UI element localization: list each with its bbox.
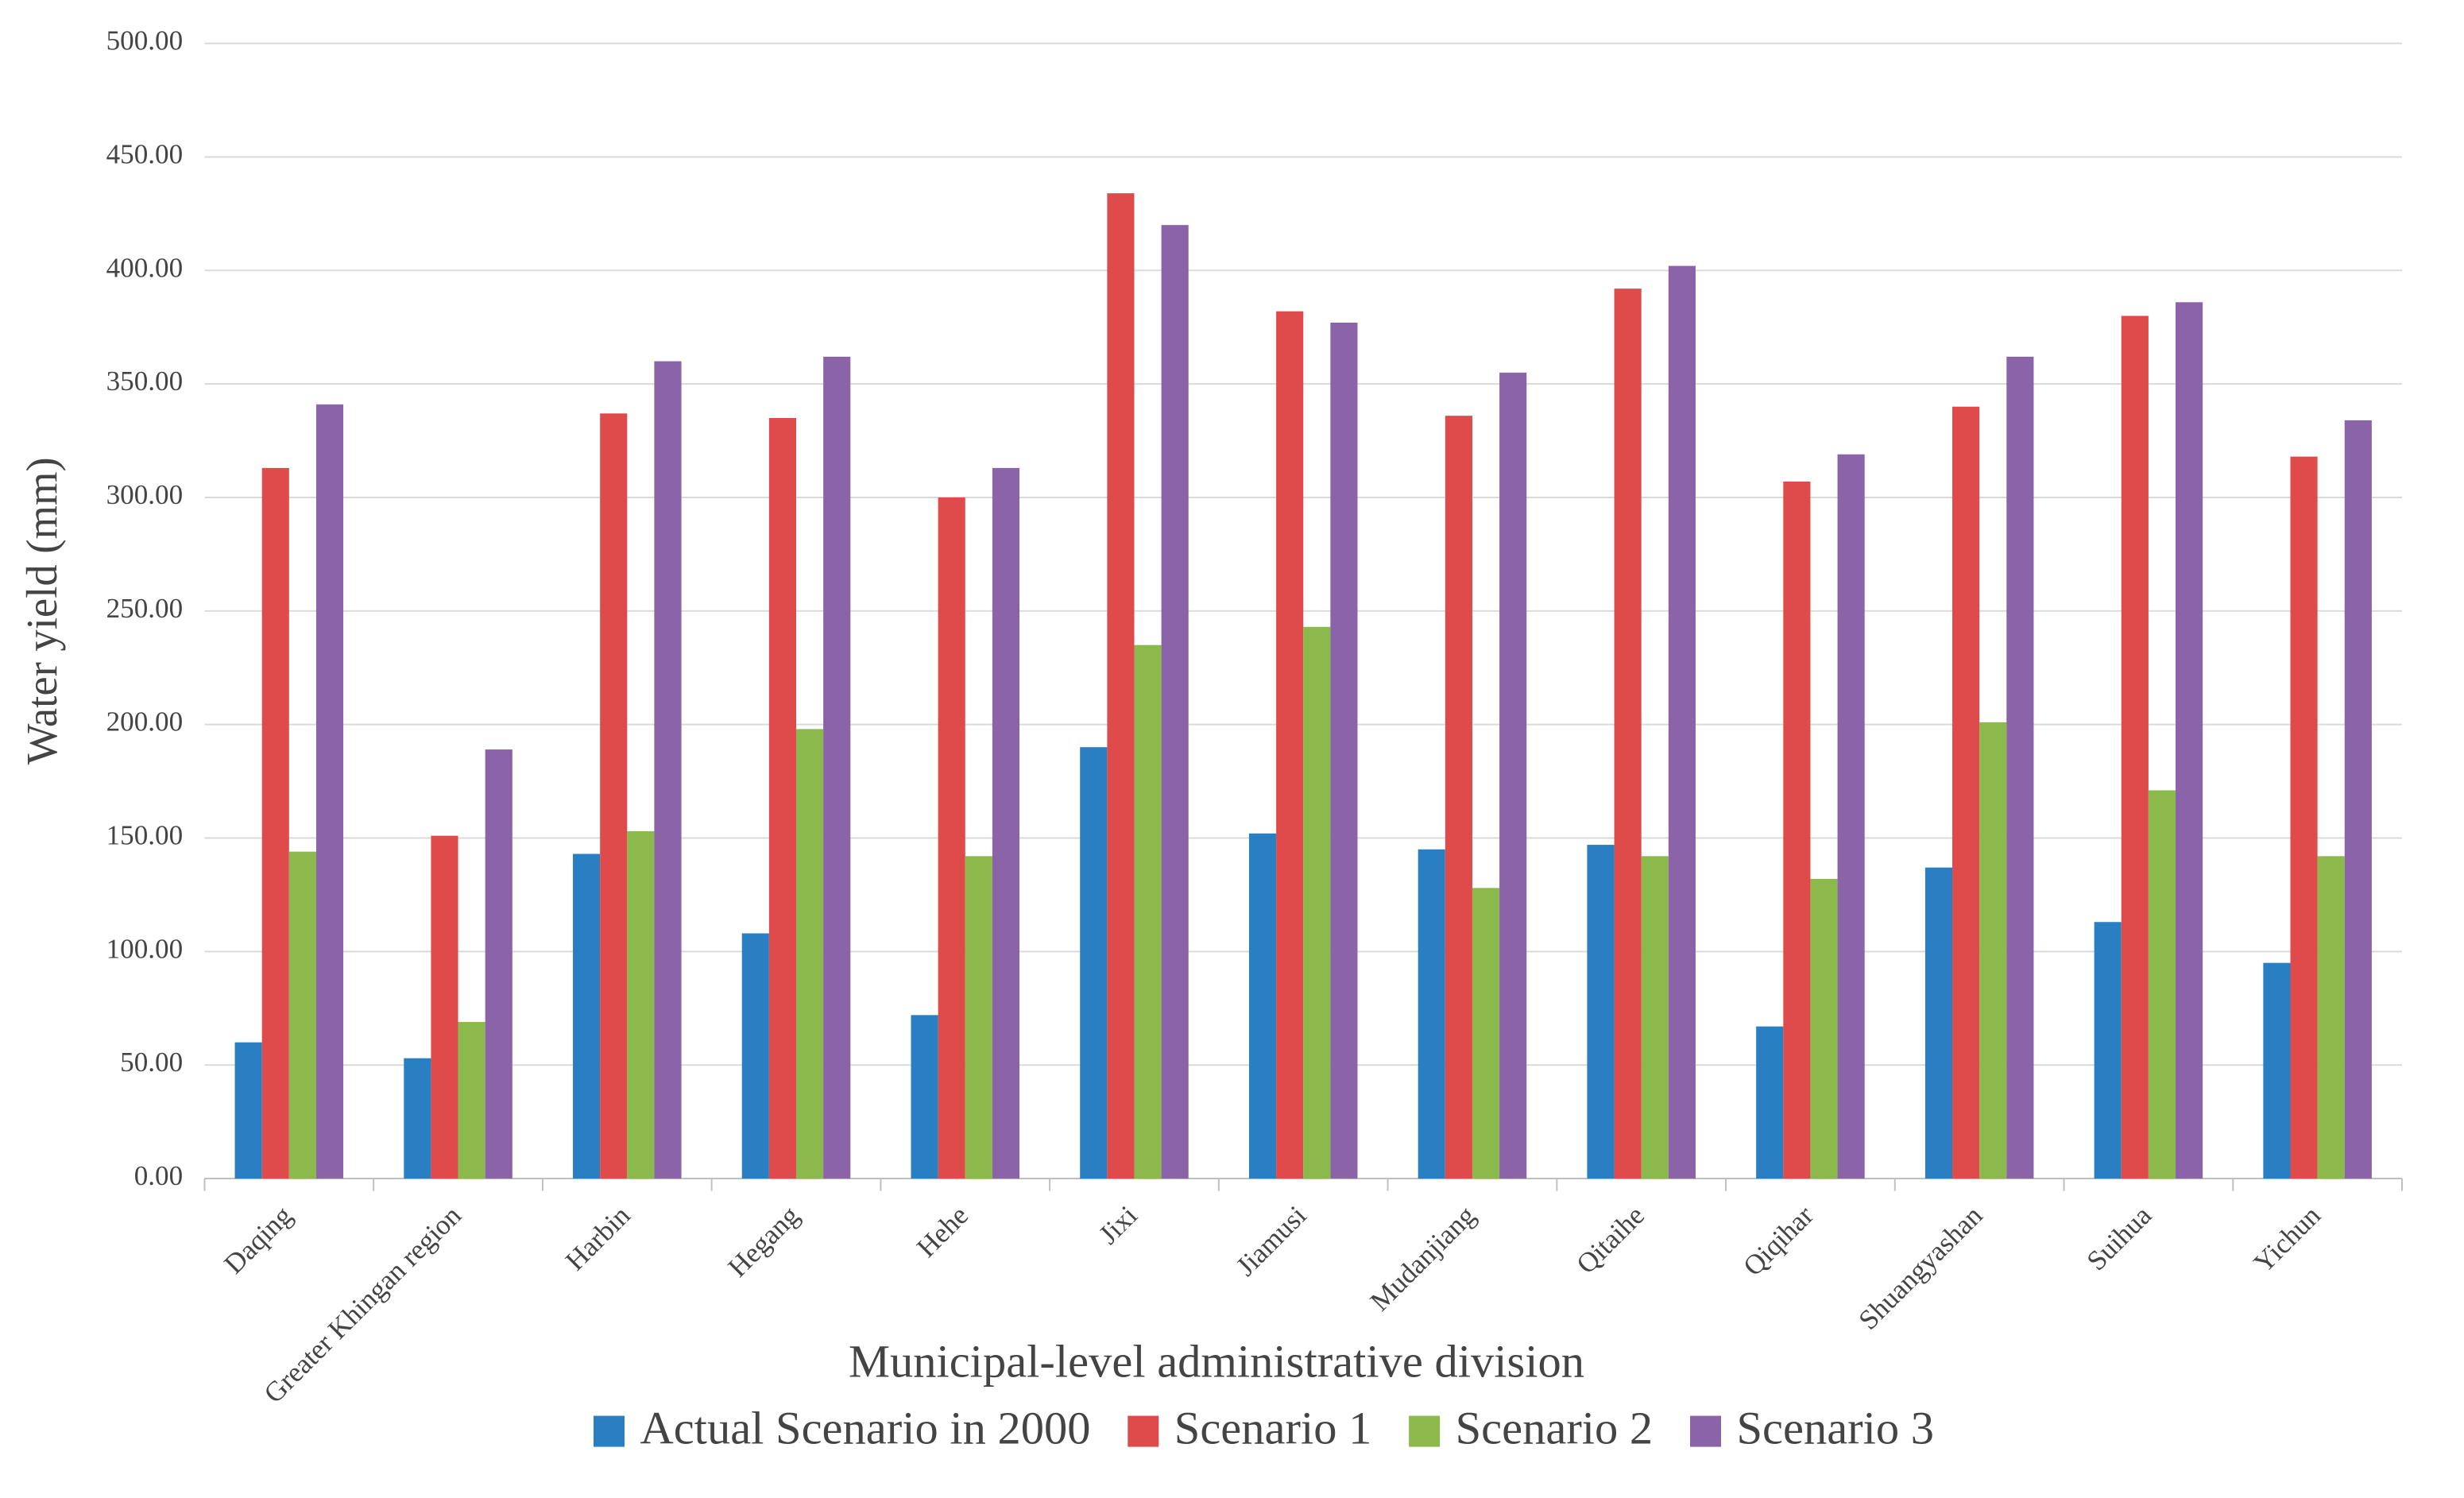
- x-tick-label: Hehe: [911, 1200, 974, 1264]
- bar: [1134, 644, 1162, 1179]
- bar: [796, 729, 824, 1179]
- legend-label: Actual Scenario in 2000: [640, 1402, 1090, 1453]
- bar: [2176, 302, 2203, 1179]
- bar: [600, 413, 628, 1179]
- bar: [573, 854, 601, 1179]
- bar: [768, 418, 797, 1179]
- bar: [2317, 856, 2345, 1179]
- y-axis-label: Water yield (mm): [17, 457, 66, 764]
- bar: [1499, 372, 1527, 1179]
- bar: [315, 404, 344, 1179]
- bar: [2094, 922, 2122, 1179]
- bar: [1248, 833, 1277, 1179]
- bar: [1924, 867, 1953, 1179]
- bar: [2148, 790, 2176, 1179]
- bar: [654, 361, 682, 1179]
- legend-swatch: [1128, 1415, 1159, 1447]
- y-tick-label: 150.00: [106, 820, 184, 851]
- bar: [2344, 420, 2372, 1179]
- x-tick-label: Mudanjiang: [1364, 1200, 1482, 1318]
- bar: [1161, 225, 1189, 1179]
- bar: [1330, 323, 1358, 1179]
- bar: [2121, 315, 2149, 1179]
- x-tick-label: Shuangyashan: [1853, 1199, 1989, 1335]
- x-tick-label: Qiqihar: [1737, 1200, 1820, 1283]
- x-tick-label: Jiamusi: [1230, 1200, 1313, 1283]
- bar: [261, 467, 289, 1179]
- y-tick-label: 0.00: [134, 1160, 183, 1191]
- bar: [1837, 454, 1865, 1179]
- bar: [288, 851, 316, 1179]
- bar: [741, 933, 769, 1179]
- bar: [1641, 856, 1669, 1179]
- bar: [1952, 406, 1980, 1179]
- x-tick-label: Qitaihe: [1570, 1200, 1650, 1280]
- x-tick-label: Daqing: [219, 1200, 299, 1280]
- y-tick-label: 450.00: [106, 139, 184, 170]
- bar: [1080, 747, 1108, 1179]
- y-tick-label: 50.00: [120, 1047, 183, 1078]
- bar: [404, 1058, 431, 1179]
- x-tick-label: Yichun: [2248, 1199, 2327, 1279]
- bar: [1418, 849, 1445, 1179]
- bar: [1472, 888, 1500, 1179]
- bar: [1756, 1026, 1784, 1179]
- x-axis-label: Municipal-level administrative division: [849, 1336, 1584, 1388]
- y-tick-label: 250.00: [106, 593, 184, 624]
- x-tick-label: Jixi: [1093, 1200, 1143, 1251]
- bar: [1303, 626, 1331, 1179]
- legend-label: Scenario 1: [1174, 1402, 1372, 1453]
- bar: [1445, 416, 1472, 1179]
- y-tick-label: 300.00: [106, 479, 184, 510]
- x-tick-label: Hegang: [722, 1200, 806, 1283]
- bar: [234, 1042, 262, 1179]
- bar: [1107, 193, 1135, 1179]
- bar: [1979, 722, 2007, 1179]
- bar: [2006, 356, 2034, 1179]
- y-tick-label: 200.00: [106, 706, 184, 737]
- bar: [938, 497, 965, 1179]
- bar: [1587, 845, 1615, 1179]
- bar: [823, 356, 851, 1179]
- bar: [992, 467, 1020, 1179]
- bar: [1810, 878, 1838, 1179]
- y-tick-label: 500.00: [106, 25, 184, 56]
- legend-swatch: [1409, 1415, 1441, 1447]
- bar: [1614, 288, 1642, 1179]
- legend-label: Scenario 3: [1737, 1402, 1935, 1453]
- x-tick-label: Suihua: [2081, 1199, 2158, 1276]
- bar: [458, 1021, 485, 1179]
- bar: [1783, 481, 1811, 1179]
- bar: [431, 835, 458, 1179]
- y-tick-label: 100.00: [106, 933, 184, 964]
- bar: [2290, 456, 2318, 1179]
- x-tick-label: Greater Khingan region: [258, 1199, 468, 1409]
- bar: [911, 1015, 938, 1179]
- x-tick-label: Harbin: [559, 1199, 636, 1276]
- bar: [965, 856, 992, 1179]
- bar: [1276, 311, 1304, 1179]
- bar: [2263, 962, 2291, 1179]
- y-tick-label: 350.00: [106, 366, 184, 397]
- legend-swatch: [593, 1415, 625, 1447]
- legend-label: Scenario 2: [1456, 1402, 1654, 1453]
- bar: [1668, 265, 1696, 1179]
- bar: [485, 749, 513, 1179]
- y-tick-label: 400.00: [106, 252, 184, 283]
- bar: [627, 830, 655, 1179]
- legend-swatch: [1689, 1415, 1722, 1447]
